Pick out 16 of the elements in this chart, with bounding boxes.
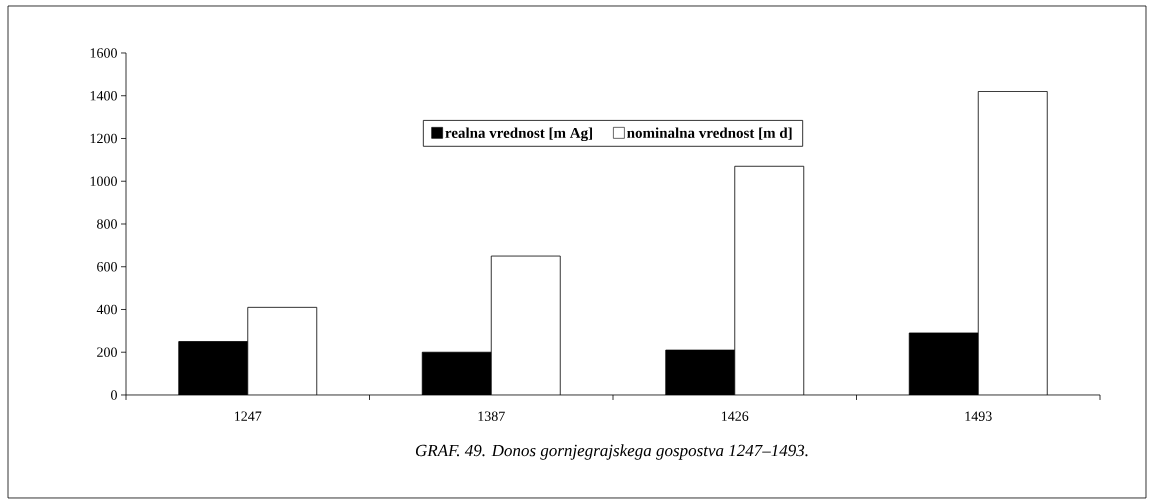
y-tick-label: 1200 bbox=[90, 133, 117, 144]
x-tick-label: 1426 bbox=[721, 411, 749, 421]
y-tick-label: 1400 bbox=[90, 91, 117, 101]
legend-label: realna vrednost [m Ag] bbox=[445, 127, 592, 142]
text: GRAF. 49. Donos gornjegrajskega gospostva 1247–1493. bbox=[415, 444, 808, 460]
y-tick-label: 0 bbox=[111, 390, 117, 400]
y-tick-label: 400 bbox=[96, 304, 117, 315]
y-tick-label: 200 bbox=[97, 347, 117, 357]
y-tick-label: 1000 bbox=[90, 176, 117, 186]
x-tick-label: 1493 bbox=[965, 411, 992, 421]
x-tick-label: 1387 bbox=[478, 411, 505, 421]
x-tick-label: 1247 bbox=[235, 411, 262, 421]
y-tick-label: 600 bbox=[97, 262, 117, 272]
legend-label: nominalna vrednost [m d] bbox=[627, 127, 792, 140]
y-tick-label: 800 bbox=[97, 219, 117, 229]
y-tick-label: 1600 bbox=[90, 48, 117, 58]
